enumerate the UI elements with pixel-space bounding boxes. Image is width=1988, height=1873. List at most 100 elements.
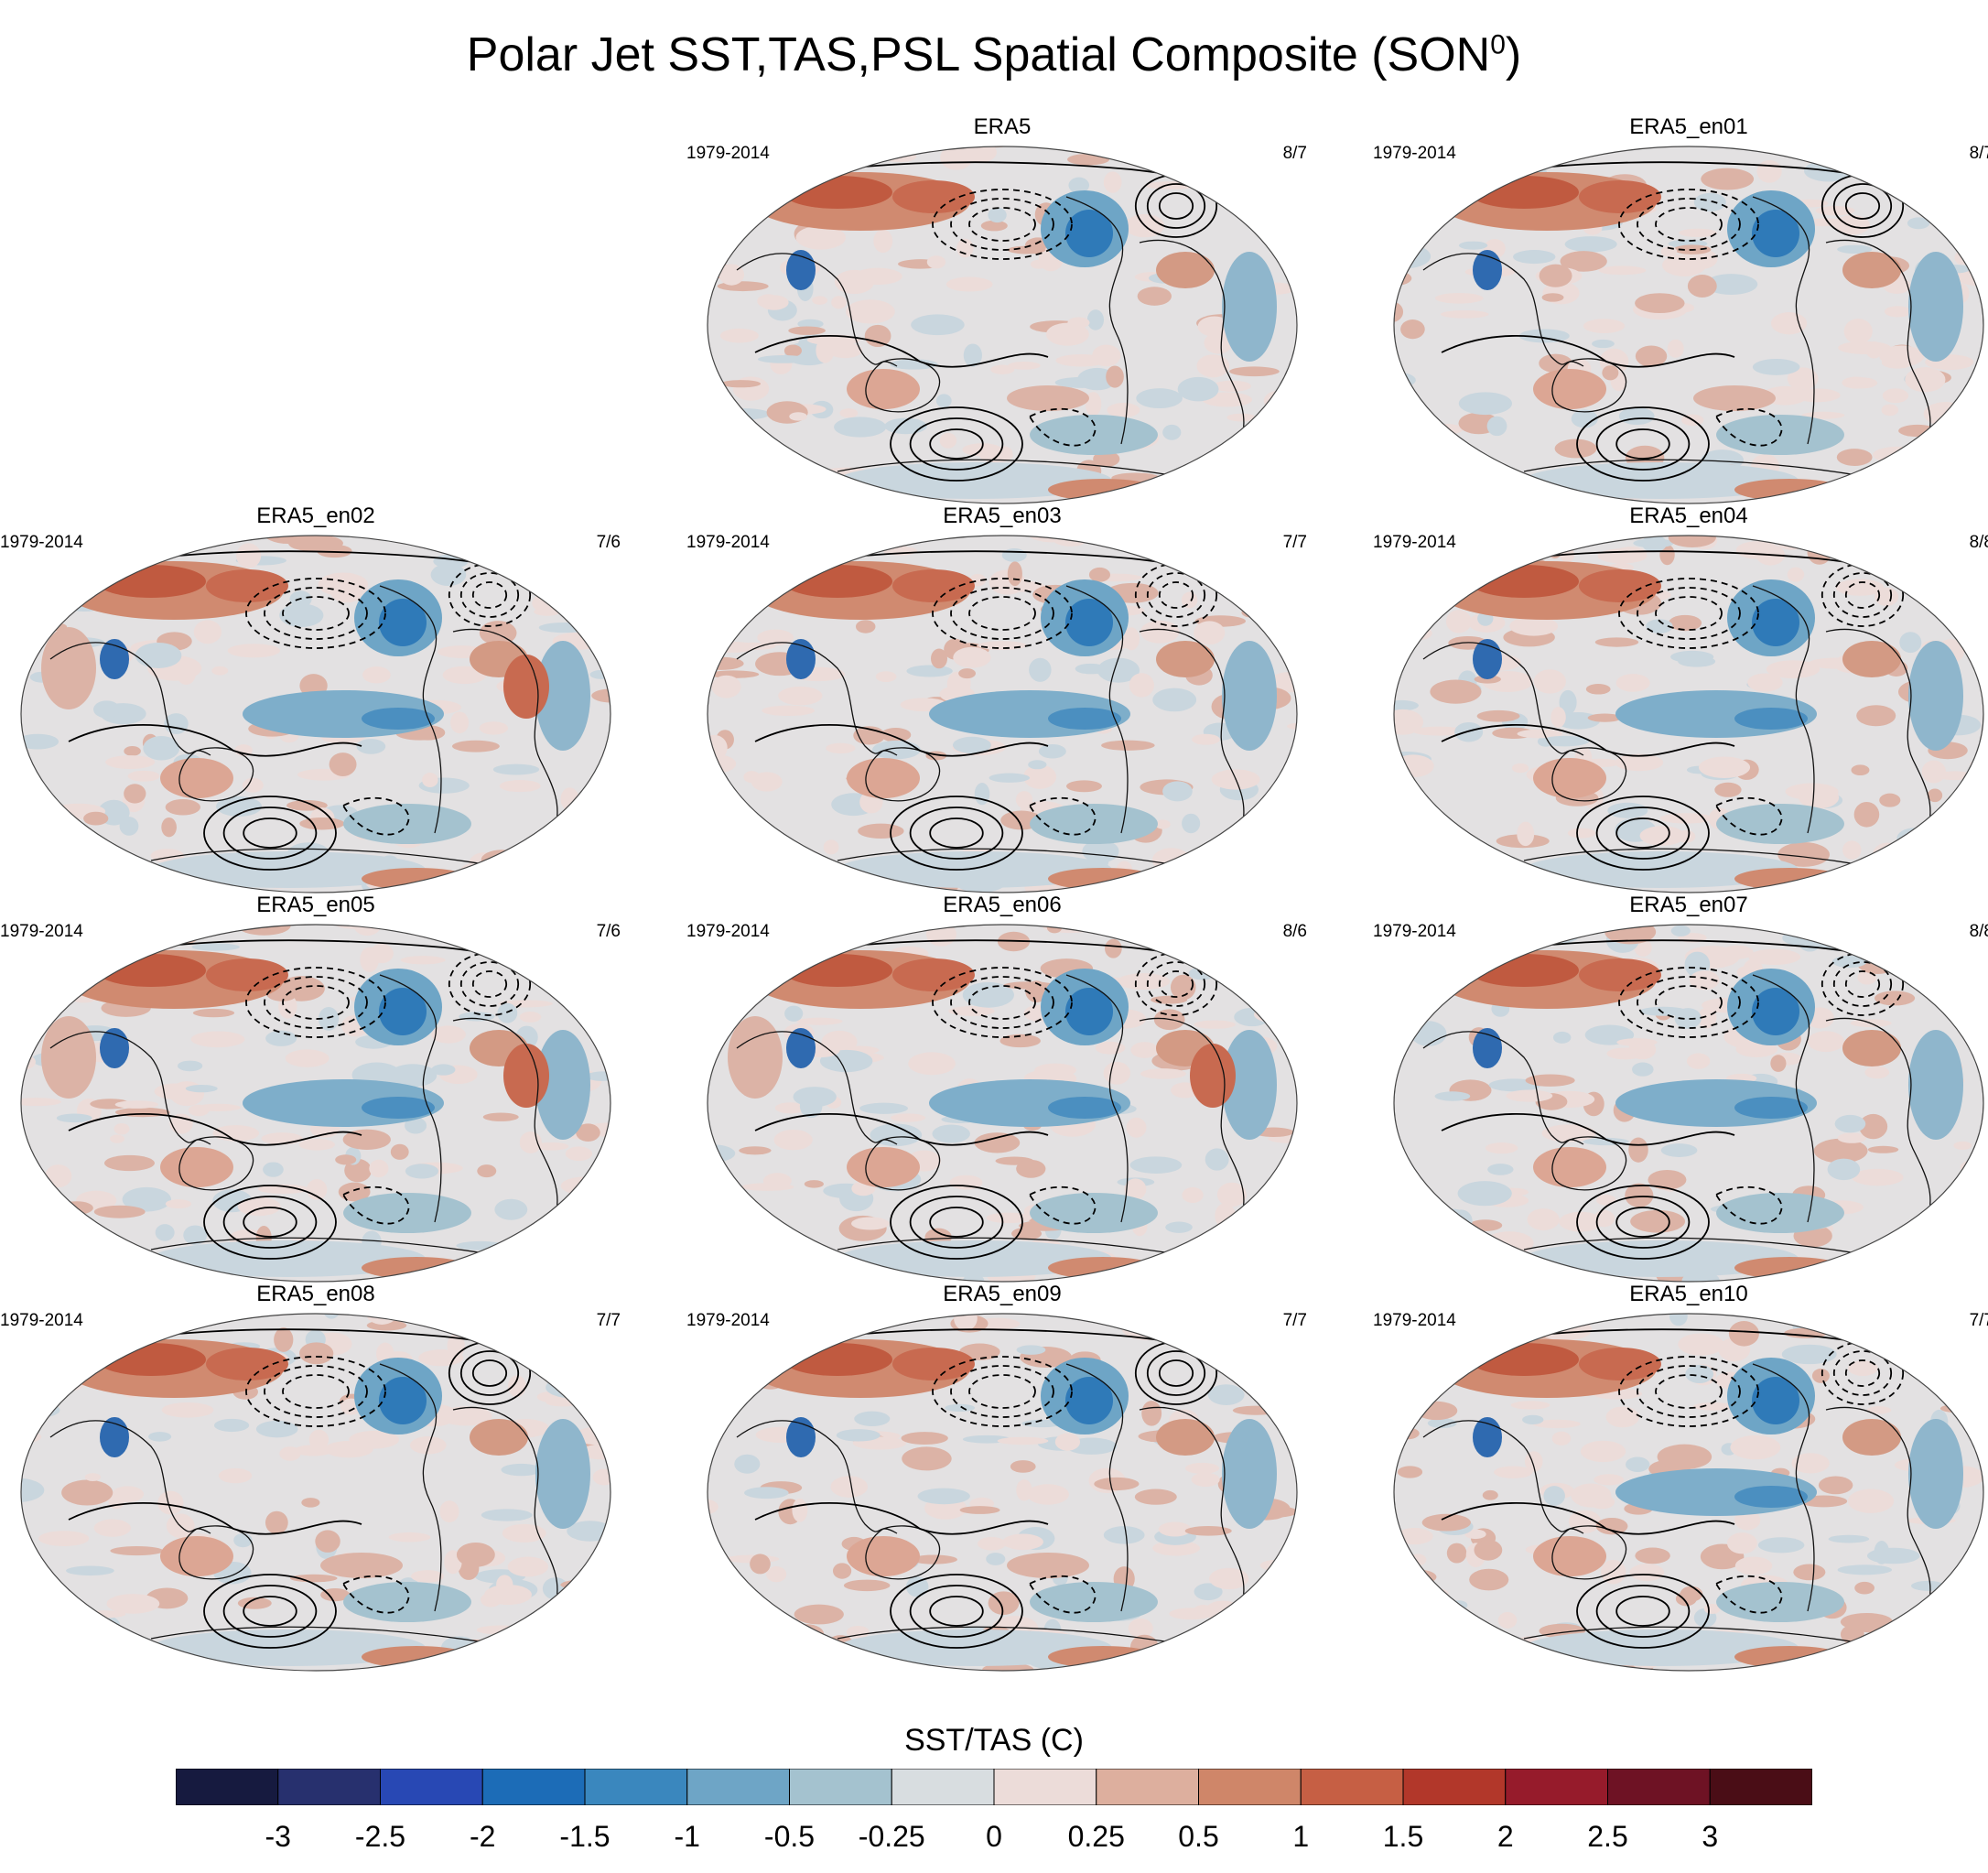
anomaly-speckle — [1196, 354, 1230, 378]
map-frame — [1393, 924, 1984, 1283]
anomaly-speckle — [1876, 1349, 1930, 1359]
anomaly-speckle — [1409, 536, 1442, 550]
anomaly-speckle — [545, 946, 578, 965]
anomaly-speckle — [1580, 1440, 1626, 1463]
anomaly-speckle — [1001, 548, 1027, 562]
anomaly-speckle — [1194, 1020, 1237, 1029]
warm-anomaly-east-asia — [892, 1348, 975, 1380]
warm-anomaly-australia — [847, 1536, 920, 1576]
anomaly-speckle — [422, 773, 438, 787]
anomaly-speckle — [21, 1401, 23, 1424]
anomaly-speckle — [1126, 1117, 1147, 1138]
anomaly-speckle — [517, 1235, 567, 1259]
anomaly-speckle — [43, 853, 64, 870]
psl-contour-positive — [1615, 817, 1670, 849]
psl-contour-negative — [1618, 578, 1759, 649]
anomaly-speckle — [330, 581, 363, 603]
anomaly-speckle — [1595, 1194, 1616, 1206]
cold-anomaly-antarctic — [1524, 851, 1799, 888]
anomaly-speckle — [103, 1256, 135, 1279]
anomaly-speckle — [211, 666, 229, 676]
anomaly-speckle — [21, 1098, 61, 1107]
anomaly-speckle — [1950, 224, 1980, 240]
anomaly-speckle — [335, 1154, 357, 1165]
panel-period: 1979-2014 — [686, 533, 770, 552]
anomaly-speckle — [315, 1530, 340, 1553]
anomaly-speckle — [1660, 1143, 1698, 1157]
anomaly-speckle — [1529, 481, 1550, 491]
anomaly-speckle — [875, 671, 897, 683]
anomaly-speckle — [458, 862, 490, 888]
map-panel: ERA5_en07 1979-2014 8/8 — [1373, 893, 1988, 1283]
anomaly-speckle — [1896, 828, 1932, 850]
anomaly-speckle — [1615, 674, 1650, 692]
warm-anomaly-south-pacific — [1007, 1553, 1089, 1578]
anomaly-speckle — [729, 482, 773, 503]
anomaly-speckle — [1049, 1072, 1069, 1081]
coastline — [837, 1237, 1177, 1255]
panel-ratio: 7/7 — [596, 1311, 621, 1330]
anomaly-speckle — [1518, 329, 1570, 343]
anomaly-speckle — [1213, 380, 1251, 392]
anomaly-speckle — [1434, 293, 1484, 304]
anomaly-speckle — [911, 314, 965, 336]
anomaly-speckle — [1728, 1321, 1759, 1347]
anomaly-speckle — [1285, 612, 1297, 633]
anomaly-speckle — [1161, 920, 1187, 925]
anomaly-speckle — [1752, 358, 1800, 375]
anomaly-speckle — [1875, 587, 1899, 607]
anomaly-speckle — [323, 1314, 340, 1319]
anomaly-speckle — [1397, 1466, 1423, 1478]
anomaly-speckle — [1394, 709, 1424, 735]
anomaly-speckle — [459, 547, 512, 558]
anomaly-speckle — [1540, 735, 1590, 747]
anomaly-field — [708, 536, 1297, 893]
psl-contour-positive — [1615, 1596, 1670, 1627]
anomaly-speckle — [1092, 344, 1121, 367]
anomaly-speckle — [1434, 566, 1465, 589]
anomaly-speckle — [1416, 1651, 1470, 1671]
anomaly-speckle — [155, 1224, 175, 1241]
anomaly-speckle — [38, 1531, 90, 1547]
map-frame — [707, 535, 1298, 893]
anomaly-speckle — [442, 666, 487, 685]
anomaly-speckle — [578, 536, 610, 545]
anomaly-speckle — [1430, 679, 1482, 704]
anomaly-speckle — [1911, 1580, 1945, 1591]
anomaly-speckle — [1259, 996, 1292, 1020]
anomaly-speckle — [1211, 536, 1260, 542]
anomaly-speckle — [1170, 974, 1196, 1001]
anomaly-speckle — [1117, 973, 1171, 991]
psl-contour-positive — [1576, 406, 1710, 482]
psl-contour-positive — [1576, 796, 1710, 871]
figure-title: Polar Jet SST,TAS,PSL Spatial Composite … — [466, 28, 1522, 81]
map-panel: ERA5_en06 1979-2014 8/6 — [686, 893, 1318, 1283]
anomaly-speckle — [1618, 406, 1655, 426]
psl-contour-negative — [1715, 796, 1783, 836]
anomaly-speckle — [1704, 274, 1758, 295]
warm-anomaly-east-asia — [1579, 180, 1661, 213]
psl-contour-positive — [68, 1113, 362, 1146]
psl-contour — [1158, 581, 1194, 609]
cold-anomaly-antarctic — [837, 851, 1112, 888]
psl-contour-negative — [950, 976, 1054, 1029]
psl-contour — [459, 961, 520, 1007]
anomaly-speckle — [708, 1229, 753, 1248]
psl-contour — [1832, 572, 1893, 618]
anomaly-speckle — [739, 1146, 772, 1155]
anomaly-speckle — [708, 475, 740, 498]
anomaly-speckle — [579, 1396, 610, 1406]
anomaly-speckle — [708, 1577, 739, 1592]
psl-contour-positive — [1595, 1585, 1691, 1638]
anomaly-speckle — [804, 1180, 824, 1188]
anomaly-speckle — [1592, 339, 1615, 349]
anomaly-speckle — [1394, 802, 1409, 821]
anomaly-speckle — [409, 1436, 447, 1455]
map-panel: ERA5_en05 1979-2014 7/6 — [0, 893, 632, 1283]
anomaly-speckle — [1487, 1164, 1514, 1175]
anomaly-speckle — [1628, 1137, 1648, 1163]
anomaly-speckle — [1846, 377, 1878, 389]
anomaly-speckle — [1453, 1349, 1498, 1359]
anomaly-speckle — [338, 1182, 371, 1202]
coastlines — [736, 974, 1245, 1255]
